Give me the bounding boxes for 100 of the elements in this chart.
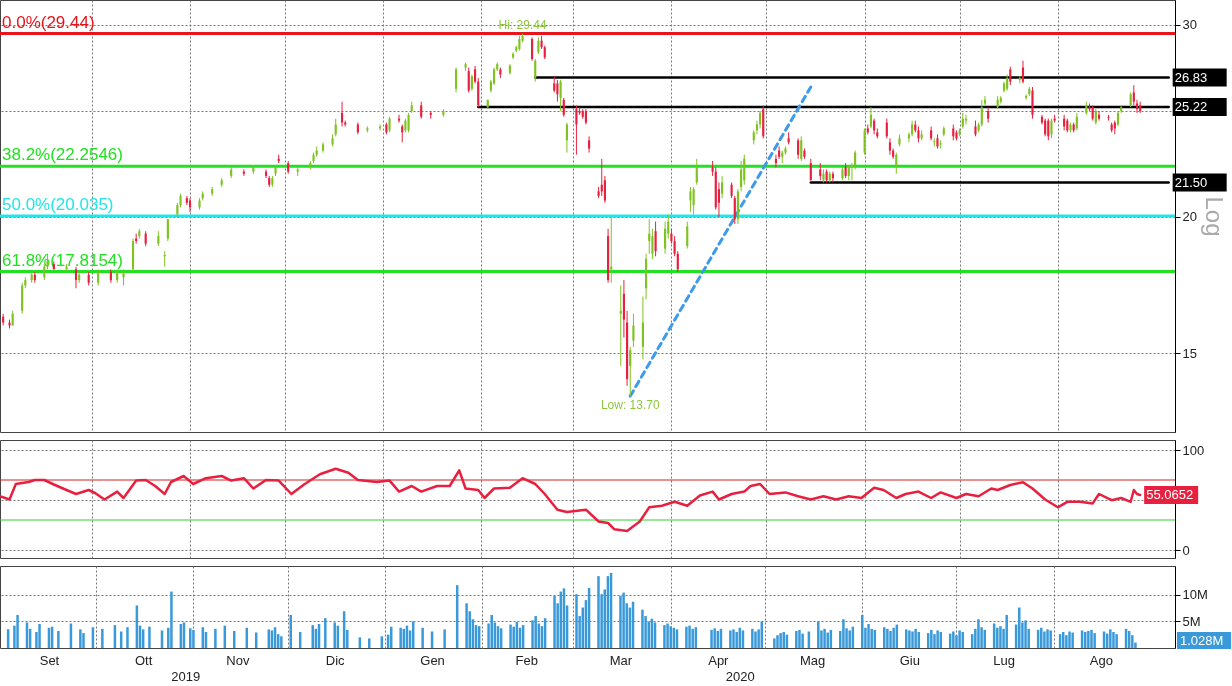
bar	[280, 636, 283, 648]
candlestick	[654, 221, 657, 257]
bar	[751, 628, 754, 648]
bar	[663, 625, 666, 648]
bar	[575, 594, 578, 648]
candlestick	[983, 95, 987, 106]
bar	[798, 629, 801, 648]
bar	[861, 614, 864, 648]
bar	[1046, 629, 1049, 648]
y-tick-label: 100	[1182, 442, 1205, 458]
bar	[399, 627, 402, 648]
bar	[1024, 620, 1027, 648]
bar	[983, 629, 986, 648]
candlestick	[575, 104, 578, 156]
y-axis-title: Log	[1200, 196, 1228, 237]
candlestick	[987, 106, 990, 124]
y-tick-label: 10M	[1182, 587, 1208, 603]
x-tick-label: Feb	[515, 652, 538, 668]
y-tick-label: 15	[1182, 345, 1197, 361]
bar	[823, 628, 826, 648]
candlestick	[686, 221, 689, 250]
data-label: 26.83	[1174, 69, 1208, 85]
bar	[1090, 629, 1093, 648]
candlestick	[964, 114, 968, 125]
bar	[735, 632, 738, 648]
candlestick	[467, 67, 470, 93]
bar	[126, 627, 129, 648]
bar	[148, 626, 151, 648]
candlestick	[565, 122, 568, 154]
candlestick	[695, 158, 698, 186]
x-tick-label: Mar	[609, 652, 633, 668]
bar	[961, 632, 964, 648]
bar	[685, 626, 688, 648]
bar	[192, 629, 195, 648]
x-tick-label: Gen	[420, 652, 445, 668]
bar	[933, 634, 936, 648]
bar	[666, 623, 669, 648]
bar	[1087, 630, 1090, 648]
bar	[773, 638, 776, 648]
bar	[534, 616, 537, 648]
candlestick	[378, 123, 382, 131]
candlestick	[1050, 118, 1053, 139]
bar	[977, 619, 980, 648]
bar	[311, 625, 314, 648]
bar	[914, 628, 917, 648]
y-tick-label: 30	[1182, 17, 1197, 33]
bar	[999, 626, 1002, 648]
bar	[531, 620, 534, 648]
x-tick-label: Apr	[708, 652, 730, 668]
bar	[848, 630, 851, 648]
candlestick	[888, 137, 892, 156]
candlestick	[166, 218, 169, 242]
bar	[38, 624, 41, 648]
x-tick-label: Ott	[135, 652, 153, 668]
bar	[465, 603, 468, 648]
data-label: 25.22	[1174, 98, 1208, 114]
bar	[754, 631, 757, 648]
candlestick	[664, 221, 667, 255]
data-label: 55.0652	[1146, 486, 1194, 502]
bar	[597, 576, 600, 648]
x-tick-label: Giu	[899, 652, 920, 668]
line-series	[0, 467, 1142, 533]
bar	[1093, 633, 1096, 648]
candlestick	[692, 186, 695, 215]
annotation: Low: 13.70	[600, 398, 660, 413]
bar	[1115, 634, 1118, 648]
bar	[368, 638, 371, 648]
x-tick-label: Mag	[799, 652, 826, 668]
candlestick	[407, 112, 410, 133]
bar	[669, 626, 672, 648]
bar	[101, 628, 104, 648]
bar	[867, 624, 870, 648]
bar	[57, 630, 60, 648]
bar	[619, 595, 622, 648]
bar	[688, 625, 691, 648]
candlestick	[1025, 93, 1028, 101]
bar	[622, 592, 625, 648]
candlestick	[980, 99, 983, 127]
x-tick-label: Ago	[1089, 652, 1113, 668]
bar	[1068, 631, 1071, 648]
bar	[1071, 632, 1074, 648]
candlestick	[531, 36, 534, 62]
text: 2020	[725, 669, 755, 684]
candlestick	[556, 79, 559, 103]
bar	[333, 622, 336, 648]
candlestick	[534, 58, 537, 83]
bar	[713, 628, 716, 648]
candlestick	[619, 285, 622, 367]
bar	[189, 628, 192, 648]
x-tick-label: Nov	[226, 652, 250, 668]
bar	[512, 626, 515, 648]
candlestick	[562, 97, 565, 118]
candlestick	[1097, 110, 1101, 122]
bar	[641, 609, 644, 648]
bar	[732, 629, 735, 648]
candlestick	[559, 79, 562, 112]
candlestick	[603, 175, 606, 204]
bar	[870, 628, 873, 648]
text: 2019	[171, 669, 201, 684]
bar	[1109, 629, 1112, 648]
